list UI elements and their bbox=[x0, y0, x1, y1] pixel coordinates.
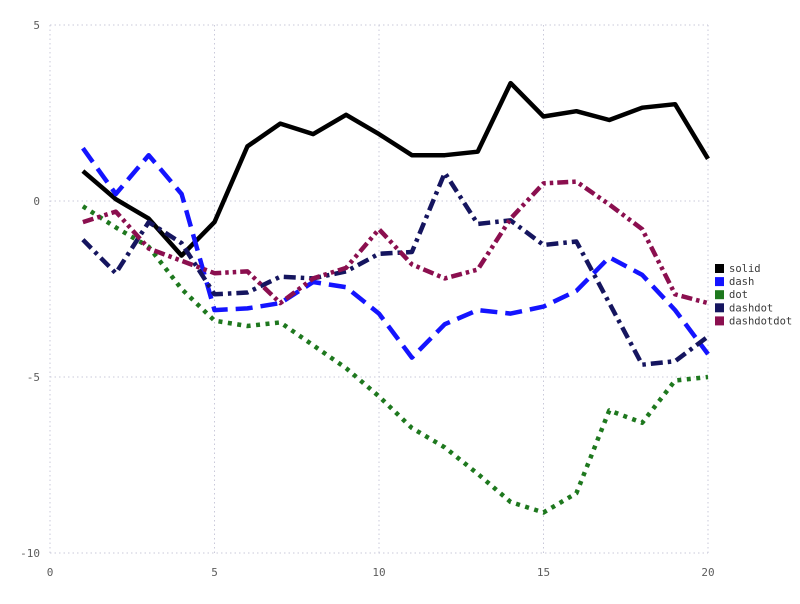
legend-swatch-dash bbox=[715, 277, 724, 287]
x-tick-label: 10 bbox=[372, 566, 385, 579]
x-tick-label: 5 bbox=[211, 566, 218, 579]
gridlines bbox=[49, 24, 709, 554]
legend-swatch-dashdotdot bbox=[715, 316, 724, 326]
y-tick-label: -10 bbox=[20, 547, 40, 560]
legend-item-dashdotdot: dashdotdot bbox=[715, 315, 792, 327]
legend-item-dashdot: dashdot bbox=[715, 302, 773, 314]
legend-item-dot: dot bbox=[715, 289, 748, 301]
legend-label-dashdot: dashdot bbox=[729, 302, 773, 314]
legend-item-solid: solid bbox=[715, 263, 761, 275]
legend-label-solid: solid bbox=[729, 263, 761, 275]
legend-item-dash: dash bbox=[715, 276, 754, 288]
series-line-solid bbox=[81, 80, 710, 258]
legend-label-dash: dash bbox=[729, 276, 754, 288]
legend-label-dot: dot bbox=[729, 289, 748, 301]
y-tick-label: 5 bbox=[33, 19, 40, 32]
y-tick-label: 0 bbox=[33, 195, 40, 208]
legend-swatch-dashdot bbox=[715, 303, 724, 313]
legend-label-dashdotdot: dashdotdot bbox=[729, 315, 792, 327]
series-line-dash bbox=[81, 146, 710, 360]
legend-swatch-dot bbox=[715, 290, 724, 300]
axis-tick-labels: 0 5 10 15 20 -10 -5 0 5 bbox=[20, 19, 715, 579]
x-tick-label: 20 bbox=[701, 566, 714, 579]
x-tick-label: 0 bbox=[47, 566, 54, 579]
legend-swatch-solid bbox=[715, 264, 724, 273]
y-tick-label: -5 bbox=[27, 371, 40, 384]
series-line-dashdot bbox=[81, 170, 710, 367]
series-line-dashdotdot bbox=[82, 179, 709, 306]
x-tick-label: 15 bbox=[537, 566, 550, 579]
data-series bbox=[81, 80, 710, 515]
